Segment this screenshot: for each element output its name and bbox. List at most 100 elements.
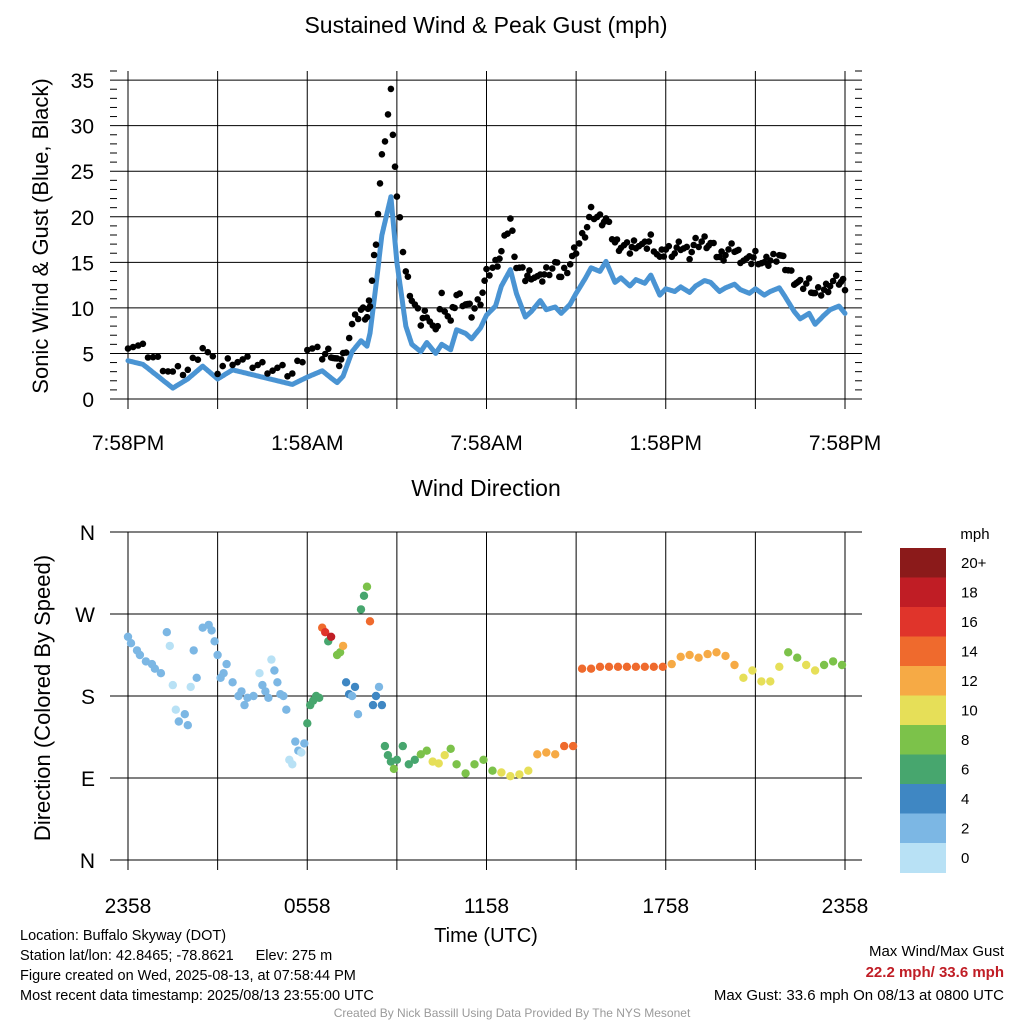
black-gust-point	[688, 248, 695, 256]
direction-point	[560, 741, 569, 751]
black-gust-point	[504, 230, 511, 237]
colorbar-swatch	[900, 636, 946, 667]
colorbar-label: 18	[961, 584, 978, 601]
direction-point	[183, 721, 192, 730]
black-gust-point	[456, 290, 464, 297]
bottom-y-tick-label: W	[75, 604, 95, 627]
direction-point	[365, 617, 375, 626]
black-gust-point	[345, 334, 353, 342]
direction-point	[162, 628, 171, 637]
black-gust-point	[686, 255, 693, 263]
station-latlon-row: Station lat/lon: 42.8465; -78.8621 Elev: …	[20, 946, 332, 966]
black-gust-point	[572, 250, 580, 257]
direction-point	[586, 664, 596, 673]
black-gust-point	[239, 356, 246, 363]
black-gust-point	[803, 280, 810, 287]
black-gust-point	[376, 180, 384, 187]
black-gust-point	[496, 255, 503, 262]
black-gust-point	[434, 322, 442, 330]
direction-point	[676, 652, 685, 661]
black-gust-point	[366, 303, 374, 310]
black-gust-point	[417, 322, 425, 329]
black-gust-point	[124, 345, 132, 352]
colorbar-label: 0	[961, 850, 969, 867]
direction-point	[368, 700, 378, 710]
direction-point	[291, 737, 300, 746]
black-gust-point	[477, 301, 484, 309]
black-gust-point	[770, 250, 777, 258]
black-gust-point	[289, 370, 296, 377]
black-gust-point	[748, 260, 755, 268]
direction-point	[730, 660, 739, 670]
black-gust-point	[683, 243, 691, 251]
direction-point	[207, 626, 216, 635]
black-gust-point	[164, 368, 172, 375]
top-x-tick-label: 1:58AM	[271, 432, 343, 455]
top-y-tick-label: 35	[71, 70, 94, 93]
direction-point	[703, 649, 712, 659]
direction-point	[685, 650, 694, 660]
black-gust-point	[814, 284, 822, 291]
direction-point	[515, 770, 524, 779]
direction-point	[613, 662, 623, 671]
black-gust-point	[325, 345, 332, 353]
black-gust-point	[645, 238, 653, 245]
black-gust-point	[692, 234, 699, 242]
black-gust-point	[817, 292, 825, 299]
direction-point	[631, 662, 641, 671]
black-gust-point	[767, 257, 774, 264]
direction-point	[249, 691, 258, 701]
black-gust-point	[728, 240, 735, 247]
colorbar-swatch	[900, 843, 946, 873]
bottom-y-tick-label: S	[81, 686, 95, 709]
direction-point	[622, 662, 632, 671]
black-gust-point	[494, 263, 501, 270]
direction-point	[802, 660, 811, 670]
black-gust-point	[224, 355, 232, 362]
credit-line: Created By Nick Bassill Using Data Provi…	[333, 1006, 691, 1020]
direction-point	[784, 648, 793, 657]
black-gust-point	[519, 264, 526, 271]
direction-point	[341, 678, 351, 687]
direction-point	[712, 648, 721, 657]
wind-direction-plot: Wind Direction Direction (Colored By Spee…	[30, 475, 868, 947]
direction-point	[577, 664, 587, 673]
top-x-tick-label: 7:58PM	[809, 432, 881, 455]
direction-point	[192, 673, 201, 682]
direction-point	[640, 662, 649, 671]
black-gust-point	[481, 277, 488, 285]
black-gust-point	[393, 193, 401, 200]
figure-created: Figure created on Wed, 2025-08-13, at 07…	[20, 968, 356, 984]
direction-point	[551, 750, 560, 759]
direction-point	[261, 687, 270, 696]
direction-point	[213, 650, 222, 660]
direction-point	[374, 682, 384, 692]
black-gust-point	[773, 258, 780, 265]
black-gust-point	[421, 307, 429, 315]
direction-point	[371, 691, 381, 701]
bottom-y-tick-label: N	[80, 522, 95, 545]
black-gust-point	[219, 362, 226, 370]
direction-point	[180, 710, 189, 719]
wind-gust-plot: Sustained Wind & Peak Gust (mph) Sonic Wi…	[28, 12, 881, 455]
direction-point	[168, 680, 177, 690]
direction-point	[380, 741, 390, 751]
black-gust-point	[244, 353, 251, 360]
direction-point	[347, 691, 357, 701]
black-gust-point	[557, 273, 565, 281]
colorbar-label: 12	[961, 673, 978, 690]
colorbar-swatch	[900, 784, 946, 814]
direction-point	[174, 717, 183, 726]
black-gust-point	[526, 267, 533, 274]
black-gust-point	[560, 264, 568, 272]
black-gust-point	[626, 250, 634, 257]
recent-timestamp: Most recent data timestamp: 2025/08/13 2…	[20, 988, 374, 1004]
black-gust-point	[805, 275, 813, 282]
black-gust-point	[543, 264, 550, 271]
black-gust-point	[204, 348, 212, 356]
direction-point	[568, 741, 578, 751]
colorbar-label: 4	[961, 791, 969, 808]
black-gust-point	[363, 313, 371, 321]
black-gust-point	[479, 289, 486, 297]
colorbar-label: 14	[961, 643, 978, 660]
